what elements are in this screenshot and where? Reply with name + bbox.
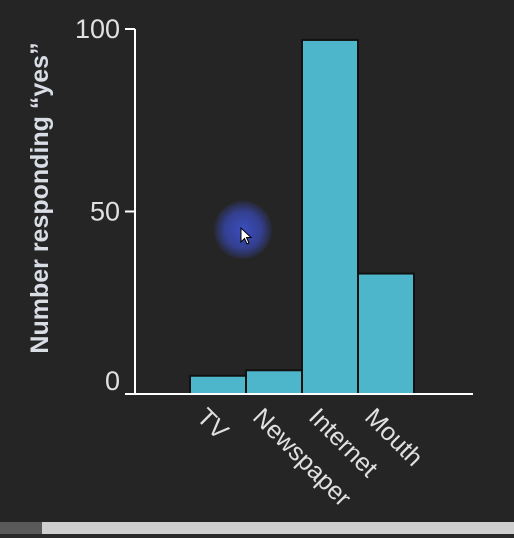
bar-mouth (357, 272, 415, 395)
bar-internet (301, 38, 359, 395)
y-tick-label: 0 (105, 366, 120, 396)
scrollbar-track-left (0, 522, 42, 534)
mouse-pointer-icon (240, 227, 253, 245)
horizontal-scrollbar[interactable] (0, 522, 514, 538)
y-axis-label: Number responding “yes” (26, 42, 54, 353)
y-tick-label: 100 (75, 14, 120, 44)
bars (189, 38, 415, 395)
bar-chart: Number responding “yes” 0 50 100 TV Newspap… (26, 14, 473, 512)
bar-tv (189, 374, 247, 395)
x-tick-label-tv: TV (191, 403, 234, 446)
y-tick-label: 50 (90, 197, 120, 227)
bar-newspaper (245, 369, 303, 395)
y-axis-ticks: 0 50 100 (75, 14, 135, 396)
scrollbar-thumb[interactable] (42, 522, 514, 534)
